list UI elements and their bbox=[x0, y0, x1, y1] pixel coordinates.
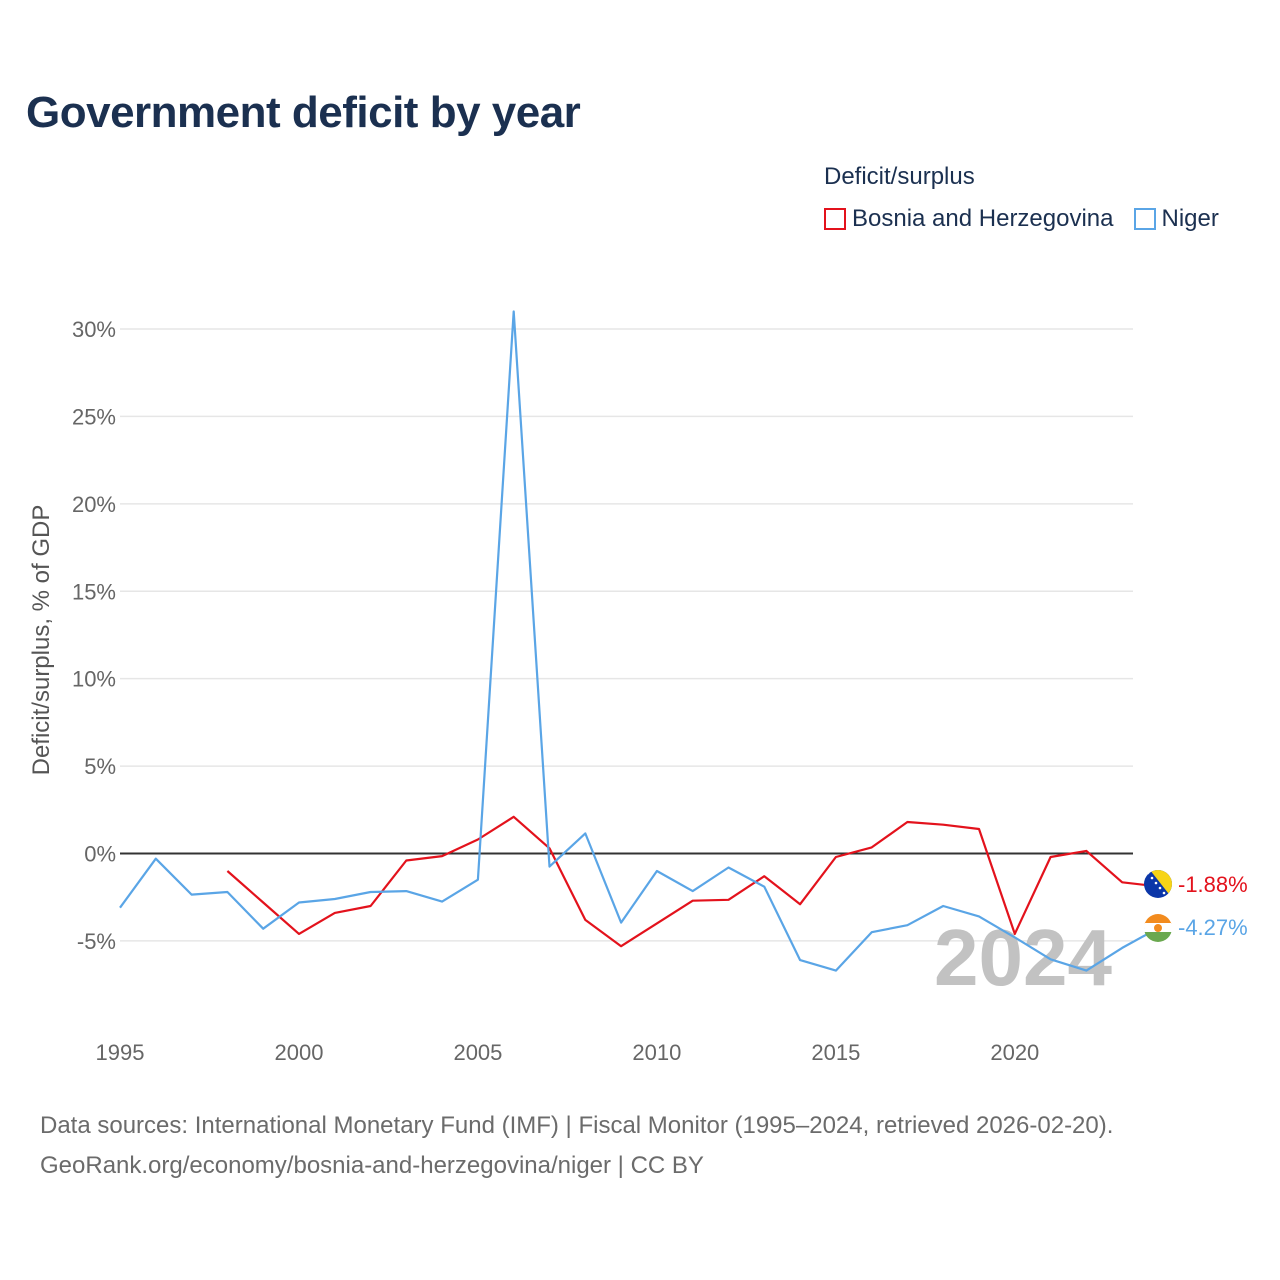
y-tick-label: 5% bbox=[84, 754, 116, 779]
series-line-ba[interactable] bbox=[226, 815, 1159, 948]
niger-flag-icon bbox=[1144, 914, 1172, 942]
chart-title: Government deficit by year bbox=[26, 88, 581, 137]
y-tick-label: 30% bbox=[72, 317, 116, 342]
y-axis-ticks: -5% 0% 5% 10% 15% 20% 25% 30% bbox=[72, 317, 116, 954]
legend-label-niger: Niger bbox=[1161, 205, 1219, 232]
legend-item-bosnia[interactable]: Bosnia and Herzegovina bbox=[824, 205, 1114, 233]
gridlines bbox=[120, 328, 1133, 942]
x-tick-label: 2015 bbox=[811, 1040, 860, 1065]
year-watermark: 2024 bbox=[934, 913, 1112, 1002]
y-tick-label: 25% bbox=[72, 404, 116, 429]
x-tick-label: 2005 bbox=[453, 1040, 502, 1065]
end-label-bosnia: -1.88% bbox=[1178, 872, 1248, 897]
x-tick-label: 2020 bbox=[990, 1040, 1039, 1065]
y-tick-label: 15% bbox=[72, 579, 116, 604]
y-tick-label: 20% bbox=[72, 492, 116, 517]
legend-swatch-niger bbox=[1133, 208, 1156, 230]
x-tick-label: 2010 bbox=[632, 1040, 681, 1065]
line-chart: -5% 0% 5% 10% 15% 20% 25% 30% 1995 2000 2005 2010 2… bbox=[72, 310, 1248, 1065]
bosnia-flag-icon bbox=[1144, 870, 1172, 898]
sources-line-2[interactable]: GeoRank.org/economy/bosnia-and-herzegovi… bbox=[40, 1152, 704, 1179]
legend-swatch-bosnia bbox=[824, 208, 846, 230]
legend-title: Deficit/surplus bbox=[824, 163, 975, 190]
y-tick-label: -5% bbox=[77, 929, 116, 954]
series-lines bbox=[119, 310, 1159, 972]
y-tick-label: 10% bbox=[72, 667, 116, 692]
series-line-ne[interactable] bbox=[119, 310, 1159, 972]
x-tick-label: 1995 bbox=[96, 1040, 145, 1065]
x-tick-label: 2000 bbox=[274, 1040, 323, 1065]
y-tick-label: 0% bbox=[84, 842, 116, 867]
legend-item-niger[interactable]: Niger bbox=[1133, 205, 1219, 233]
data-sources: Data sources: International Monetary Fun… bbox=[40, 1106, 1113, 1186]
end-label-niger: -4.27% bbox=[1178, 915, 1248, 940]
legend-label-bosnia: Bosnia and Herzegovina bbox=[852, 205, 1114, 232]
legend: Bosnia and Herzegovina Niger bbox=[824, 205, 1219, 233]
sources-line-1: Data sources: International Monetary Fun… bbox=[40, 1112, 1114, 1139]
x-axis-ticks: 1995 2000 2005 2010 2015 2020 bbox=[96, 1040, 1040, 1065]
